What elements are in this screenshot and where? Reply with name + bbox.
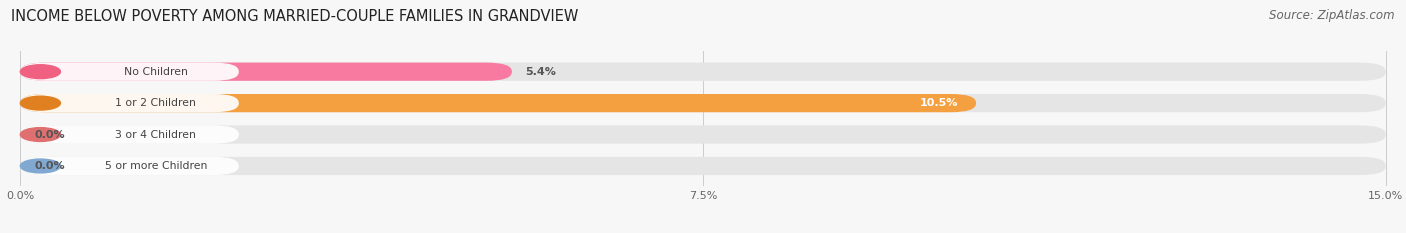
Text: No Children: No Children xyxy=(124,67,188,77)
Circle shape xyxy=(20,96,60,110)
FancyBboxPatch shape xyxy=(20,63,1386,81)
Text: 3 or 4 Children: 3 or 4 Children xyxy=(115,130,197,140)
Text: 1 or 2 Children: 1 or 2 Children xyxy=(115,98,197,108)
Text: Source: ZipAtlas.com: Source: ZipAtlas.com xyxy=(1270,9,1395,22)
FancyBboxPatch shape xyxy=(20,157,1386,175)
FancyBboxPatch shape xyxy=(20,94,1386,112)
Text: 5.4%: 5.4% xyxy=(526,67,557,77)
Circle shape xyxy=(20,159,60,173)
FancyBboxPatch shape xyxy=(20,125,1386,144)
FancyBboxPatch shape xyxy=(20,63,239,81)
FancyBboxPatch shape xyxy=(20,125,239,144)
Circle shape xyxy=(20,128,60,141)
FancyBboxPatch shape xyxy=(20,157,239,175)
FancyBboxPatch shape xyxy=(20,94,976,112)
Text: 10.5%: 10.5% xyxy=(920,98,957,108)
FancyBboxPatch shape xyxy=(20,94,239,112)
Text: 0.0%: 0.0% xyxy=(34,130,65,140)
Text: 0.0%: 0.0% xyxy=(34,161,65,171)
Circle shape xyxy=(20,65,60,79)
Text: 5 or more Children: 5 or more Children xyxy=(104,161,207,171)
FancyBboxPatch shape xyxy=(20,63,512,81)
Text: INCOME BELOW POVERTY AMONG MARRIED-COUPLE FAMILIES IN GRANDVIEW: INCOME BELOW POVERTY AMONG MARRIED-COUPL… xyxy=(11,9,579,24)
